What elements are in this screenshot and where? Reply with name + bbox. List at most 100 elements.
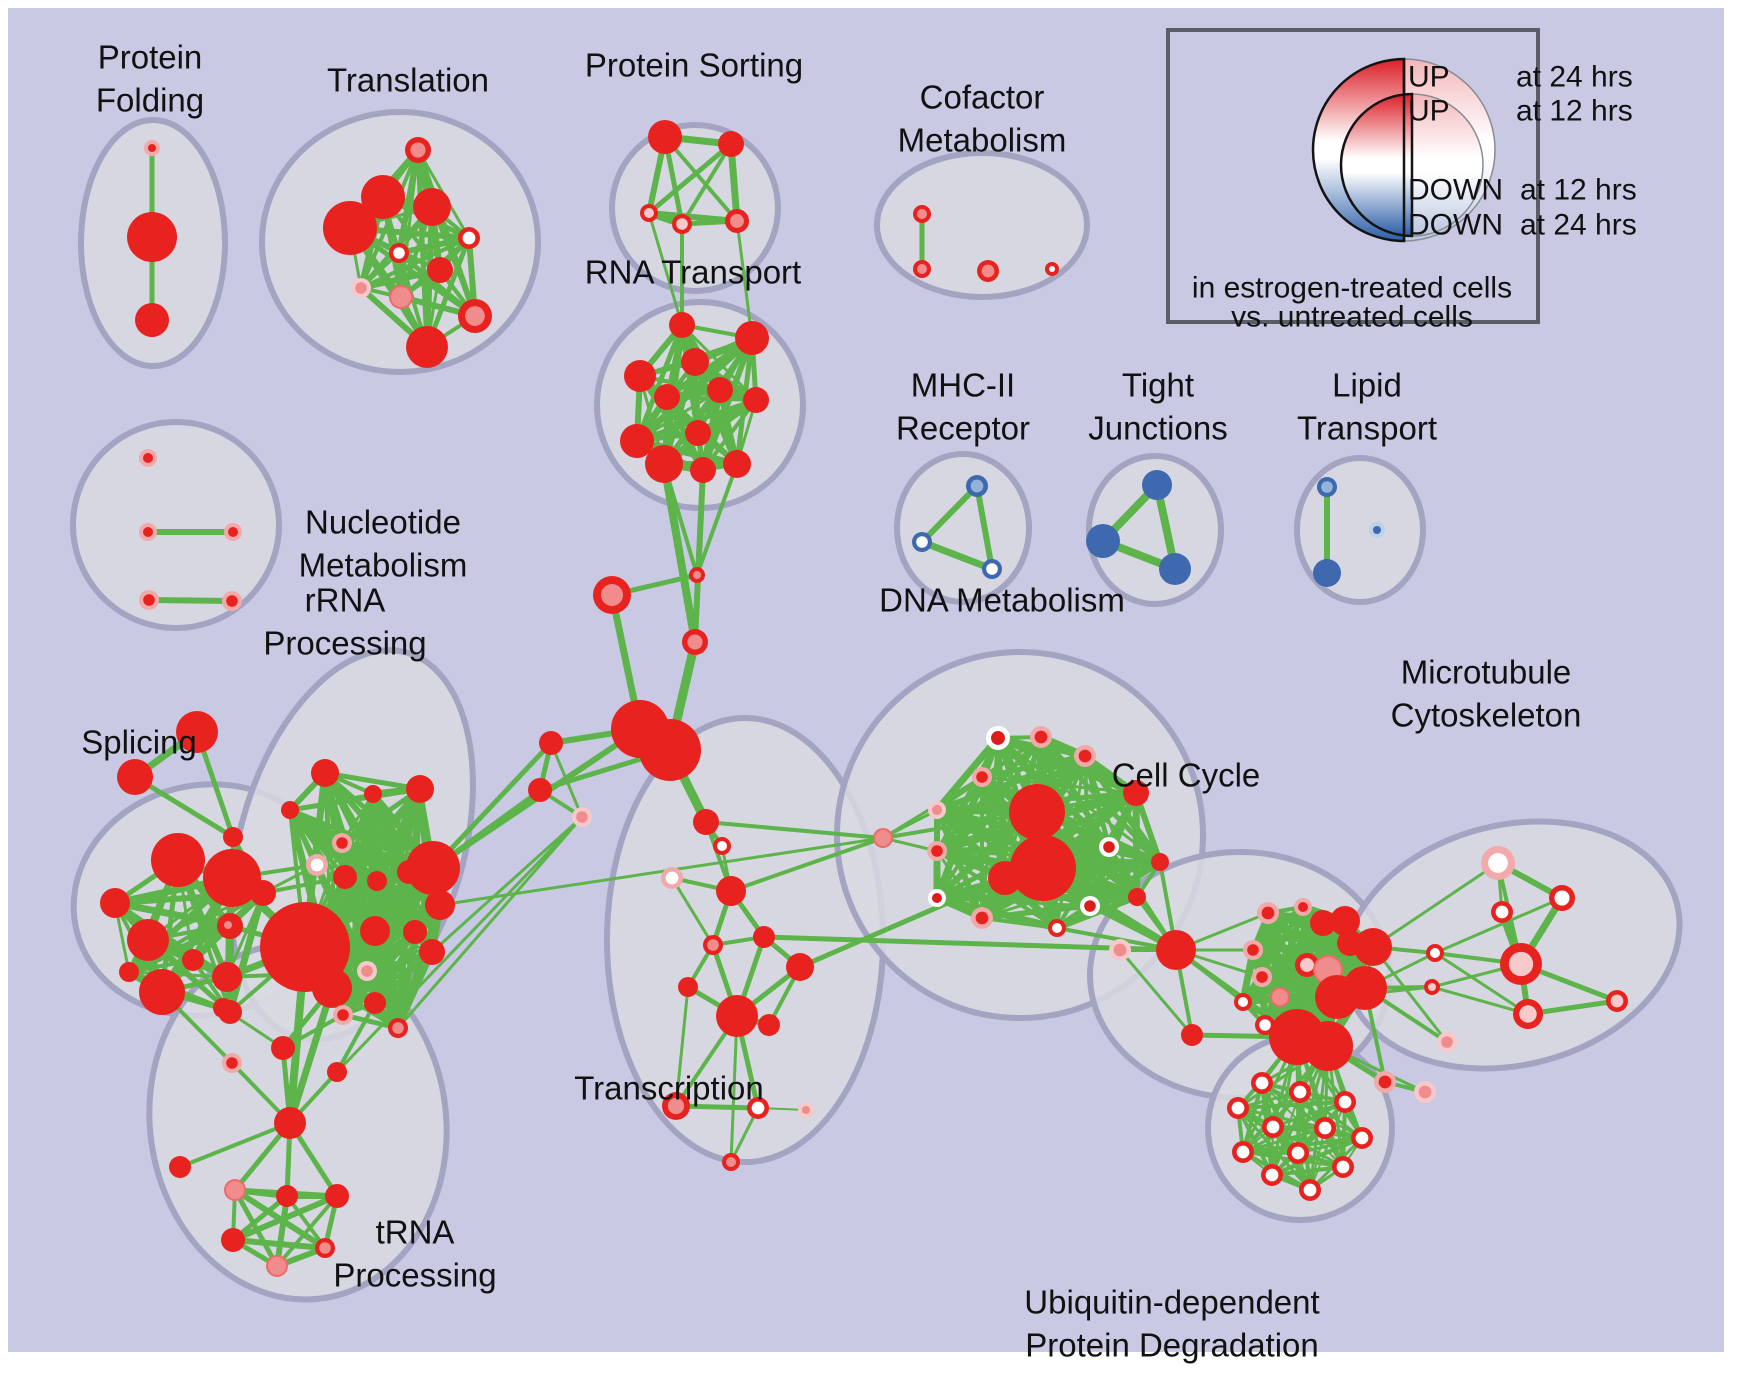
edge xyxy=(1430,985,1530,1016)
node-cc3 xyxy=(1247,944,1259,956)
cluster-label-cell-cycle: Cell Cycle xyxy=(1112,757,1261,794)
node-sp8 xyxy=(139,969,185,1015)
edge xyxy=(729,1014,739,1164)
edge xyxy=(261,875,347,895)
node-c6 xyxy=(576,811,588,823)
node-cc19 xyxy=(1378,1075,1392,1089)
edge xyxy=(1371,945,1449,1044)
edge xyxy=(980,860,1162,920)
node-cc5 xyxy=(1272,989,1288,1005)
node-tr4 xyxy=(716,876,746,906)
node-tr14 xyxy=(726,1157,736,1167)
node-ub3 xyxy=(1338,1095,1352,1109)
network-layer: Protein Folding Translation Protein Sorting… xyxy=(70,39,1683,1364)
edge xyxy=(919,483,980,545)
node-dm2 xyxy=(1034,730,1048,744)
legend-footer-line2: vs. untreated cells xyxy=(1231,301,1473,334)
cluster-label-rrna-processing-line2: Processing xyxy=(263,625,426,662)
cluster-label-mhc-ii-receptor-line2: Receptor xyxy=(896,410,1030,447)
edge xyxy=(1055,926,1178,952)
edge xyxy=(322,770,423,792)
cluster-ellipse-nucleotide-metabolism xyxy=(70,419,282,631)
node-rr1 xyxy=(311,759,339,787)
cluster-label-cofactor-metabolism-line2: Metabolism xyxy=(898,122,1067,159)
node-lp1 xyxy=(1321,481,1333,493)
cluster-label-dna-metabolism: DNA Metabolism xyxy=(879,582,1125,619)
node-mh1 xyxy=(970,479,984,493)
legend-down-24-label: DOWN xyxy=(1408,209,1503,242)
node-nm2 xyxy=(143,527,153,537)
node-dmc xyxy=(875,830,891,846)
node-cc4 xyxy=(1256,971,1268,983)
cluster-label-rna-transport: RNA Transport xyxy=(585,254,801,291)
node-spt1 xyxy=(176,711,218,753)
node-ub4 xyxy=(1231,1101,1245,1115)
node-tr8 xyxy=(716,995,758,1037)
node-dm14 xyxy=(1103,841,1115,853)
node-cf3 xyxy=(981,264,995,278)
node-dm8 xyxy=(1010,835,1076,901)
cluster-ellipse-protein-sorting xyxy=(609,122,781,294)
edge xyxy=(335,815,584,1074)
node-tj3 xyxy=(1159,553,1191,585)
node-rr14 xyxy=(403,920,427,944)
edge xyxy=(396,815,584,1030)
node-mt8 xyxy=(1610,994,1624,1008)
edge xyxy=(132,774,236,840)
node-cc10 xyxy=(1354,928,1392,966)
node-ub1 xyxy=(1255,1076,1269,1090)
node-cc7 xyxy=(1310,910,1336,936)
edge xyxy=(1086,858,1164,910)
node-tn12 xyxy=(268,1257,286,1275)
nodes xyxy=(100,120,1628,1277)
node-t7 xyxy=(427,257,453,283)
edge xyxy=(1081,752,1164,866)
node-dm1 xyxy=(991,731,1005,745)
legend-inner-left-half xyxy=(1339,92,1414,238)
node-mt2 xyxy=(1554,890,1570,906)
node-c3 xyxy=(687,634,703,650)
edge xyxy=(634,322,685,444)
edge xyxy=(274,1193,290,1269)
cluster-label-splicing: Splicing xyxy=(81,724,197,761)
cluster-label-nucleotide-metabolism-line1: Nucleotide xyxy=(305,504,461,541)
node-tr2 xyxy=(717,841,727,851)
edge xyxy=(286,984,336,1127)
node-c2 xyxy=(600,583,624,607)
node-t6 xyxy=(393,247,405,259)
node-mt7 xyxy=(1519,1005,1537,1023)
node-pf3 xyxy=(135,303,169,337)
node-tr12 xyxy=(751,1101,765,1115)
edge xyxy=(396,930,417,1030)
node-rt5 xyxy=(707,377,733,403)
node-rt11 xyxy=(723,450,751,478)
edge xyxy=(761,934,1179,953)
node-tn9 xyxy=(325,1184,349,1208)
node-rt6 xyxy=(743,387,769,413)
node-dm5 xyxy=(932,805,942,815)
node-rr3 xyxy=(406,775,434,803)
cluster-labels: Protein Folding Translation Protein Sorting… xyxy=(81,39,1581,1364)
node-sp2 xyxy=(203,849,261,907)
node-tn6 xyxy=(169,1156,191,1178)
edge xyxy=(430,740,554,871)
node-sp7 xyxy=(119,962,139,982)
node-t10 xyxy=(465,306,485,326)
node-cc15 xyxy=(1303,1021,1353,1071)
edge xyxy=(660,460,699,646)
legend-box: UP at 24 hrs UP at 12 hrs DOWN at 12 hrs… xyxy=(1166,28,1637,334)
edge xyxy=(230,1237,328,1251)
node-rr9 xyxy=(406,841,460,895)
edge xyxy=(934,753,1088,813)
edge xyxy=(1371,861,1500,949)
node-dm19 xyxy=(1128,888,1146,906)
edge xyxy=(704,820,885,840)
node-dm7 xyxy=(1009,784,1065,840)
node-dm18 xyxy=(1151,853,1169,871)
node-ub2 xyxy=(1293,1085,1307,1099)
cluster-label-microtubule-cytoskeleton-line1: Microtubule xyxy=(1401,654,1572,691)
node-ub12 xyxy=(1303,1183,1317,1197)
node-t4 xyxy=(413,188,451,226)
node-t9 xyxy=(391,287,411,307)
edge xyxy=(1270,1136,1364,1177)
